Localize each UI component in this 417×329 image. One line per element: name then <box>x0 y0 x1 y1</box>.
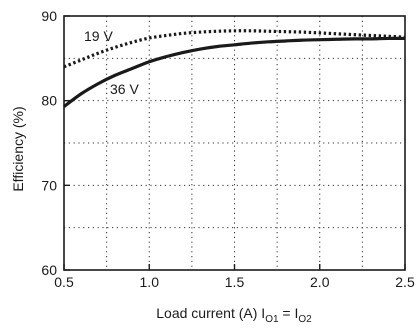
series-label-19v: 19 V <box>84 28 113 44</box>
x-tick-label: 1.0 <box>140 274 160 290</box>
plot-frame <box>63 15 406 271</box>
x-ticks: 0.5 1.0 1.5 2.0 2.5 <box>54 264 415 290</box>
x-axis-title-sub2: O2 <box>298 314 312 325</box>
y-tick-label: 90 <box>41 8 57 24</box>
x-axis-title: Load current (A) IO1 = IO2 <box>156 305 312 325</box>
x-tick-label: 0.5 <box>54 274 74 290</box>
x-axis-title-sub1: O1 <box>265 314 279 325</box>
series-line-36v <box>63 36 406 108</box>
y-tick-label: 70 <box>41 177 57 193</box>
x-axis-title-eq: = I <box>279 305 299 321</box>
grid <box>64 16 405 270</box>
y-tick-label: 60 <box>41 262 57 278</box>
x-tick-label: 1.5 <box>225 274 245 290</box>
series-lines <box>63 29 406 108</box>
series-label-36v: 36 V <box>110 81 139 97</box>
x-tick-label: 2.0 <box>310 274 330 290</box>
series-line-19v <box>63 29 406 69</box>
x-axis-title-main: Load current (A) I <box>156 305 265 321</box>
x-tick-label: 2.5 <box>395 274 415 290</box>
y-tick-label: 80 <box>41 93 57 109</box>
y-ticks: 60 70 80 90 <box>41 8 70 278</box>
y-axis-title: Efficiency (%) <box>10 106 26 191</box>
